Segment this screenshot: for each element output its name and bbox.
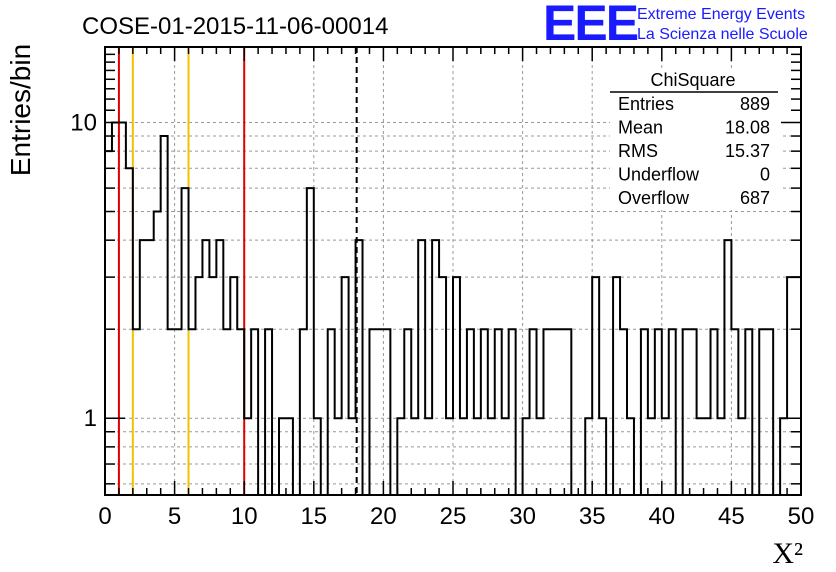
x-tick-label: 30 <box>509 503 536 530</box>
stats-label: Overflow <box>618 188 690 208</box>
x-tick-label: 45 <box>718 503 745 530</box>
stats-value: 18.08 <box>725 118 770 138</box>
x-axis-label: X² <box>772 537 803 570</box>
x-tick-label: 15 <box>300 503 327 530</box>
marker-lines <box>117 47 358 495</box>
logo-mark: EEE <box>543 0 638 51</box>
x-tick-label: 5 <box>168 503 181 530</box>
stats-title: ChiSquare <box>650 70 735 90</box>
stats-label: RMS <box>618 141 658 161</box>
axis-ticks: 0 5 10 15 20 25 30 35 40 45 50 1 10 <box>70 46 815 530</box>
logo-line-1: Extreme Energy Events <box>637 6 805 23</box>
x-tick-label: 35 <box>579 503 606 530</box>
y-tick-label: 10 <box>70 109 97 136</box>
x-tick-label: 50 <box>788 503 815 530</box>
stats-value: 889 <box>740 94 770 114</box>
eee-logo: EEE Extreme Energy Events La Scienza nel… <box>543 0 808 51</box>
stats-label: Entries <box>618 94 674 114</box>
stats-label: Underflow <box>618 165 700 185</box>
stats-rows: Entries 889 Mean 18.08 RMS 15.37 Underflow 0 Ove… <box>618 94 770 208</box>
x-tick-label: 0 <box>98 503 111 530</box>
x-tick-label: 20 <box>370 503 397 530</box>
stats-value: 15.37 <box>725 141 770 161</box>
stats-label: Mean <box>618 118 663 138</box>
stats-box: ChiSquare Entries 889 Mean 18.08 RMS 15.37 Und… <box>610 68 780 210</box>
logo-line-2: La Scienza nelle Scuole <box>637 26 808 43</box>
x-tick-label: 40 <box>648 503 675 530</box>
y-tick-label: 1 <box>84 405 97 432</box>
chart-title: COSE-01-2015-11-06-00014 <box>82 13 388 40</box>
y-axis-label: Entries/bin <box>5 44 36 176</box>
x-tick-label: 10 <box>231 503 258 530</box>
stats-value: 687 <box>740 188 770 208</box>
x-tick-label: 25 <box>440 503 467 530</box>
stats-value: 0 <box>760 165 770 185</box>
